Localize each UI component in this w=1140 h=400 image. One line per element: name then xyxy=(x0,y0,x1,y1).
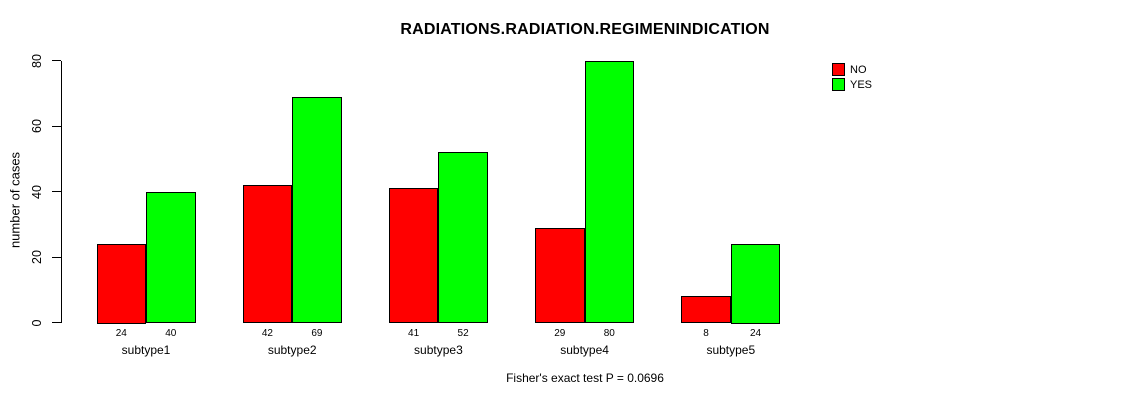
bar-value-label: 24 xyxy=(115,328,127,339)
chart-title: RADIATIONS.RADIATION.REGIMENINDICATION xyxy=(400,21,770,38)
legend: NO YES xyxy=(832,63,872,93)
legend-item-no: NO xyxy=(832,63,872,76)
y-tick-mark xyxy=(52,191,61,193)
y-tick-label: 0 xyxy=(30,319,44,326)
bar-yes-subtype1 xyxy=(146,191,196,324)
legend-item-label: YES xyxy=(850,78,873,91)
bar-value-label: 80 xyxy=(603,328,615,339)
y-axis-line xyxy=(61,60,62,324)
y-tick-label: 80 xyxy=(30,53,44,68)
y-tick-label: 20 xyxy=(30,250,44,265)
bar-yes-subtype4 xyxy=(584,60,635,324)
bar-yes-subtype2 xyxy=(292,96,342,324)
x-category-label: subtype3 xyxy=(414,343,463,357)
bar-no-subtype1 xyxy=(96,244,146,324)
bar-value-label: 41 xyxy=(408,328,420,339)
bar-value-label: 52 xyxy=(457,328,469,339)
legend-item-label: NO xyxy=(850,63,867,76)
bar-no-subtype4 xyxy=(535,227,585,324)
x-category-label: subtype1 xyxy=(121,343,171,357)
pvalue-note: Fisher's exact test P = 0.0696 xyxy=(506,371,664,385)
bar-value-label: 24 xyxy=(749,328,762,339)
legend-swatch-icon xyxy=(832,63,845,76)
y-tick-mark xyxy=(52,256,61,258)
bar-yes-subtype5 xyxy=(730,244,781,324)
bar-no-subtype5 xyxy=(681,296,731,324)
bar-value-label: 8 xyxy=(703,328,709,339)
y-tick-label: 60 xyxy=(30,119,44,134)
x-category-label: subtype5 xyxy=(706,343,756,357)
bar-value-label: 40 xyxy=(165,328,177,339)
bar-value-label: 42 xyxy=(261,328,273,339)
bar-no-subtype2 xyxy=(242,185,293,324)
y-tick-mark xyxy=(52,125,61,127)
legend-item-yes: YES xyxy=(832,78,872,91)
bar-value-label: 29 xyxy=(554,328,566,339)
legend-swatch-icon xyxy=(832,78,845,91)
y-axis-label: number of cases xyxy=(7,151,23,249)
y-tick-mark xyxy=(52,60,61,62)
y-tick-label: 40 xyxy=(30,184,44,199)
y-tick-mark xyxy=(52,322,61,323)
bar-value-label: 69 xyxy=(311,328,323,339)
x-category-label: subtype4 xyxy=(560,343,609,357)
bar-yes-subtype3 xyxy=(438,152,488,324)
bar-no-subtype3 xyxy=(388,188,439,324)
x-category-label: subtype2 xyxy=(267,343,317,357)
